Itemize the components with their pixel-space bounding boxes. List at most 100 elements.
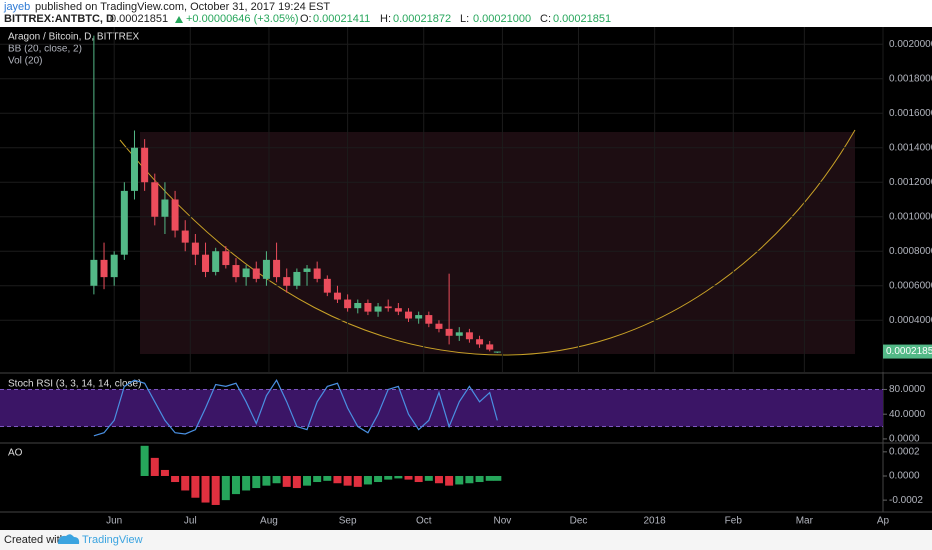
ao-bar	[171, 475, 180, 483]
ao-bar	[282, 475, 291, 487]
ao-bar	[150, 457, 159, 476]
ao-bar	[252, 475, 261, 489]
y-tick-label: 0.0002	[889, 446, 920, 457]
footer-text: Created with	[4, 534, 66, 546]
candle-body	[110, 254, 118, 278]
candle-body	[364, 303, 372, 312]
up-arrow	[175, 16, 183, 23]
candle-body	[435, 323, 443, 329]
ao-bar	[374, 475, 383, 483]
x-tick-label: Nov	[493, 516, 511, 527]
indicator-label: Vol (20)	[8, 56, 42, 67]
candle-body	[90, 259, 98, 286]
candle-body	[293, 271, 301, 286]
indicator-label: BB (20, close, 2)	[8, 44, 82, 55]
candle-body	[171, 199, 179, 231]
ao-bar	[465, 475, 474, 484]
candle-body	[493, 351, 501, 353]
footer-bg	[0, 530, 932, 550]
y-tick-label: 0.0000	[889, 471, 920, 482]
x-tick-label: Sep	[339, 516, 357, 527]
ao-bar	[323, 475, 332, 481]
candle-body	[283, 277, 291, 286]
y-tick-label: -0.0002	[889, 495, 923, 506]
ohlc-key: L:	[460, 13, 469, 25]
y-tick-label: 0.00120000	[889, 177, 932, 188]
x-tick-label: Jul	[184, 516, 197, 527]
x-tick-label: Oct	[416, 516, 432, 527]
ao-bar	[242, 475, 251, 491]
x-tick-label: Dec	[570, 516, 588, 527]
chart-bg	[0, 27, 932, 530]
candle-body	[181, 230, 189, 243]
ohlc-value: 0.00021851	[553, 13, 611, 25]
y-tick-label: 0.00060000	[889, 280, 932, 291]
pane-title: Aragon / Bitcoin, D, BITTREX	[8, 32, 139, 43]
candle-body	[333, 292, 341, 300]
ao-bar	[181, 475, 190, 491]
ao-bar	[394, 475, 403, 479]
y-tick-label: 0.00100000	[889, 211, 932, 222]
candle-body	[465, 332, 473, 340]
last-price-label: 0.00021851	[886, 346, 932, 357]
x-tick-label: Aug	[260, 516, 278, 527]
ao-bar	[333, 475, 342, 484]
ao-bar	[343, 475, 352, 486]
y-tick-label: 0.00180000	[889, 73, 932, 84]
y-tick-label: 0.00160000	[889, 108, 932, 119]
last-price-box	[883, 344, 932, 359]
ao-bar	[262, 475, 271, 486]
y-tick-label: 0.00080000	[889, 246, 932, 257]
candle-body	[405, 311, 413, 319]
candle-body	[232, 265, 240, 278]
published: published on TradingView.com, October 31…	[35, 1, 330, 13]
logo	[58, 534, 80, 544]
ao-bar	[424, 475, 433, 481]
y-tick-label: 40.0000	[889, 409, 926, 420]
candle-body	[252, 268, 260, 279]
x-tick-label: Mar	[796, 516, 814, 527]
ao-bar	[363, 475, 372, 485]
ohlc-key: C:	[540, 13, 551, 25]
ao-bar	[384, 475, 393, 480]
pane-title: AO	[8, 448, 23, 459]
ao-bar	[313, 475, 322, 483]
header-bg	[0, 0, 932, 27]
candle-body	[445, 328, 453, 336]
y-tick-label: 0.0000	[889, 434, 920, 445]
ao-bar	[445, 475, 454, 486]
y-tick-label: 0.00140000	[889, 142, 932, 153]
ao-bar	[475, 475, 484, 483]
candle-body	[212, 251, 220, 272]
brand[interactable]: TradingView	[82, 534, 143, 546]
candle-body	[273, 259, 281, 278]
symbol: BITTREX:ANTBTC, D	[4, 13, 114, 25]
x-tick-label: 2018	[644, 516, 667, 527]
ohlc-key: O:	[300, 13, 312, 25]
ao-bar	[160, 469, 169, 476]
ao-bar	[455, 475, 464, 485]
candle-body	[486, 344, 494, 350]
candle-body	[100, 259, 108, 278]
y-tick-label: 80.0000	[889, 384, 926, 395]
ao-bar	[485, 475, 494, 481]
change: +0.00000646 (+3.05%)	[186, 13, 299, 25]
ohlc-value: 0.00021000	[473, 13, 531, 25]
y-tick-label: 0.00200000	[889, 39, 932, 50]
ao-bar	[353, 475, 362, 487]
ohlc-value: 0.00021872	[393, 13, 451, 25]
last-price: 0.00021851	[110, 13, 168, 25]
candle-body	[262, 259, 270, 279]
candle-body	[394, 308, 402, 312]
candle-body	[130, 147, 138, 191]
candle-body	[476, 339, 484, 345]
ao-bar	[414, 475, 423, 483]
author[interactable]: jayeb	[3, 1, 30, 13]
band	[0, 389, 883, 427]
candle-body	[313, 268, 321, 279]
candle-body	[161, 199, 169, 217]
candle-body	[120, 190, 128, 255]
ohlc-value: 0.00021411	[313, 13, 370, 25]
candle-body	[384, 306, 392, 309]
